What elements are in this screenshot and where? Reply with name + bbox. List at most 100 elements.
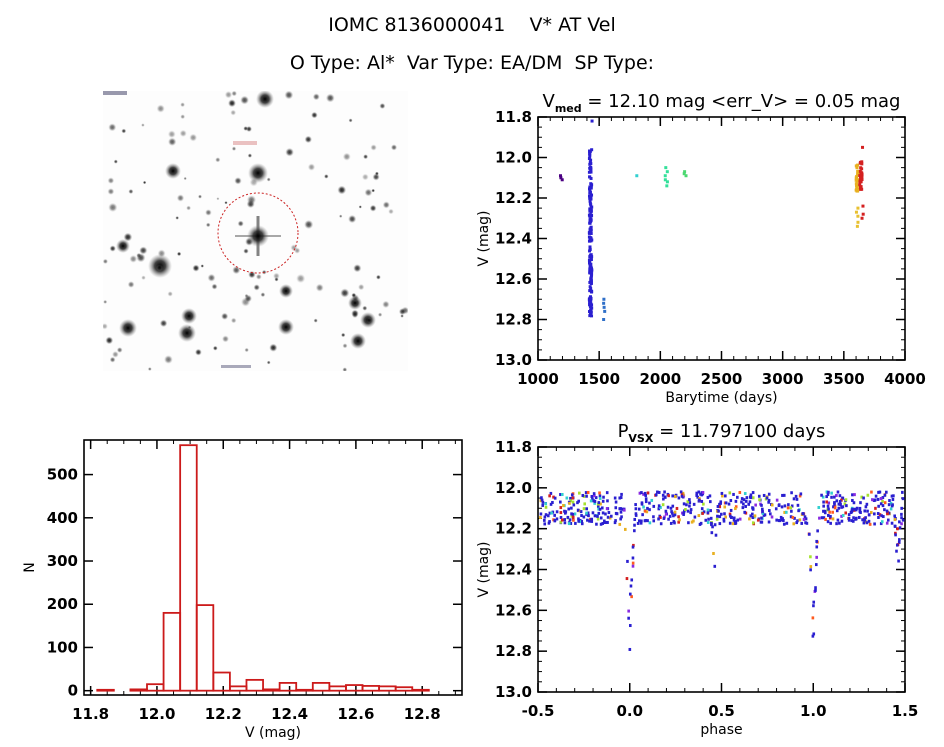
data-point	[825, 490, 829, 494]
star	[116, 239, 130, 253]
data-point	[598, 507, 602, 511]
star	[253, 284, 260, 291]
data-point	[709, 516, 713, 520]
data-point	[662, 516, 666, 520]
data-point	[588, 285, 592, 289]
star	[364, 188, 373, 197]
data-point	[781, 493, 784, 497]
data-point	[572, 518, 575, 522]
data-point	[830, 495, 833, 499]
data-point	[652, 504, 656, 508]
data-point	[706, 520, 710, 524]
data-point	[836, 490, 840, 494]
data-point	[549, 491, 553, 495]
star	[382, 300, 390, 309]
data-point	[786, 506, 790, 510]
data-point	[860, 495, 864, 499]
data-point	[589, 253, 593, 257]
data-point	[826, 520, 830, 524]
data-point	[539, 515, 542, 519]
data-point	[866, 493, 870, 497]
data-point	[742, 502, 745, 506]
data-point	[811, 634, 815, 638]
data-point	[623, 527, 627, 531]
data-point	[629, 584, 633, 588]
data-point	[633, 529, 636, 533]
data-point	[625, 577, 629, 581]
data-point	[851, 498, 854, 502]
data-point	[642, 492, 645, 496]
data-point	[844, 498, 848, 502]
data-point	[599, 522, 603, 526]
data-point	[614, 519, 617, 523]
data-point	[648, 521, 652, 525]
data-point	[841, 513, 845, 517]
star	[167, 291, 173, 297]
data-point	[891, 503, 894, 507]
data-point	[831, 510, 834, 514]
star	[195, 348, 202, 356]
data-point	[885, 490, 888, 494]
data-point	[669, 506, 673, 510]
data-point	[601, 499, 605, 503]
data-point	[668, 514, 672, 518]
data-point	[634, 507, 638, 511]
data-point	[901, 518, 905, 522]
data-point	[706, 511, 710, 515]
data-point	[601, 521, 605, 525]
star	[221, 312, 229, 320]
data-point	[838, 499, 842, 503]
data-point	[822, 516, 826, 520]
star	[123, 232, 133, 242]
histogram-bar	[311, 681, 331, 692]
star	[212, 345, 218, 351]
star	[231, 146, 237, 151]
star	[222, 335, 229, 343]
data-point	[555, 517, 559, 521]
data-point	[585, 494, 588, 498]
star	[362, 305, 368, 311]
data-point	[548, 520, 551, 524]
data-point	[883, 508, 886, 512]
data-point	[590, 205, 594, 209]
data-point	[627, 609, 630, 613]
star	[341, 332, 346, 338]
x-axis-label: V (mag)	[245, 725, 301, 741]
data-point	[855, 187, 859, 191]
data-point	[851, 507, 854, 511]
data-point	[548, 511, 552, 515]
data-point	[661, 503, 665, 507]
data-point	[803, 515, 807, 519]
histogram-bar	[394, 686, 414, 692]
data-point	[893, 524, 897, 528]
data-point	[603, 521, 607, 525]
data-point	[559, 174, 563, 178]
data-point	[743, 492, 747, 496]
data-point	[767, 520, 771, 524]
data-point	[897, 540, 901, 544]
data-point	[761, 507, 764, 511]
data-point	[677, 515, 680, 519]
data-point	[589, 277, 593, 281]
data-point	[874, 506, 877, 510]
data-point	[854, 182, 858, 186]
histogram-bar	[195, 604, 215, 692]
data-point	[765, 496, 769, 500]
data-point	[812, 600, 816, 604]
x-tick-label: 1000	[517, 370, 559, 388]
data-point	[589, 499, 593, 503]
data-point	[643, 491, 647, 495]
data-point	[614, 500, 618, 504]
star	[116, 347, 123, 353]
star	[269, 343, 278, 352]
data-point	[701, 511, 704, 515]
star	[205, 222, 211, 228]
data-point	[894, 533, 897, 537]
data-point	[689, 511, 692, 515]
star	[248, 270, 256, 279]
star	[107, 177, 115, 184]
data-point	[590, 306, 594, 310]
data-point	[754, 503, 757, 507]
data-point	[856, 189, 860, 193]
